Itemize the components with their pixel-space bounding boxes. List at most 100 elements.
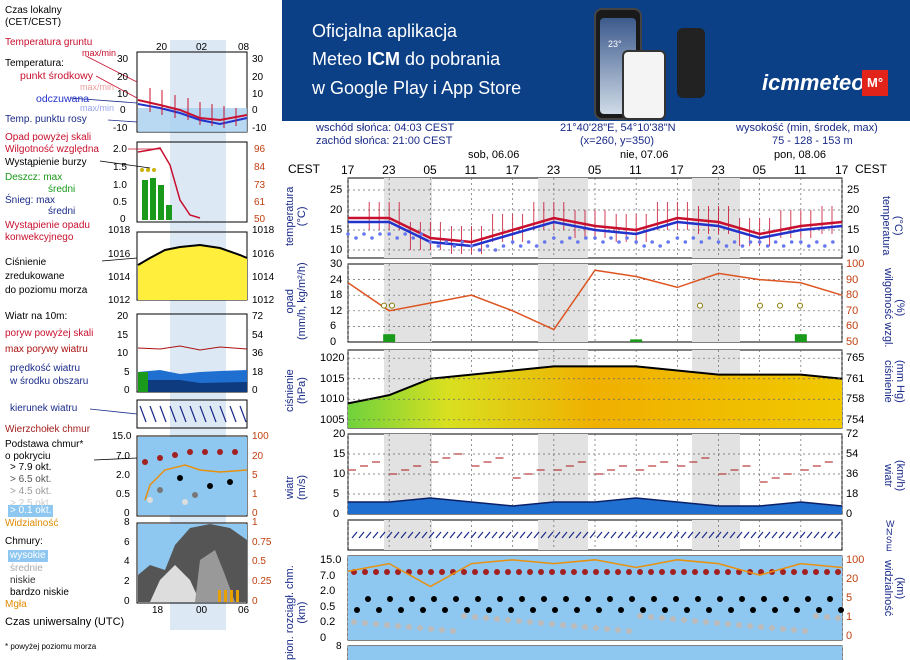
cloud-base-dot: [607, 596, 613, 602]
wind-right-tick: 36: [252, 348, 264, 359]
temp-left-tick: -10: [113, 123, 128, 134]
wind-arrow: [603, 531, 610, 539]
axis-tick-label: 15: [330, 224, 343, 236]
legend-precip-over: Opad powyżej skali: [5, 132, 92, 143]
legend-high: wysokie: [8, 550, 48, 562]
dew-point-dot: [501, 244, 506, 248]
dew-point-dot: [419, 232, 423, 236]
cloud-base-dot: [684, 607, 690, 613]
cloud-top-dot: [362, 569, 368, 575]
dew-point-dot: [773, 240, 778, 244]
hour-tick: 17: [835, 163, 849, 177]
cloud-base-dot: [703, 619, 709, 625]
axis-wind-left: wiatr (m/s): [284, 474, 308, 500]
tz-left: CEST: [288, 162, 321, 176]
wind-left-tick: 10: [117, 348, 129, 359]
legend-visibility: Widzialność: [5, 518, 59, 529]
dew-point-dot: [411, 236, 415, 240]
hour-tick: 05: [423, 163, 437, 177]
axis-tick-label: 20: [330, 204, 343, 216]
cloud-base-dot: [538, 620, 544, 626]
cloud-base-dot: [714, 620, 720, 626]
wind-arrow: [554, 531, 561, 539]
app-banner[interactable]: Oficjalna aplikacja Meteo ICM do pobrani…: [282, 0, 910, 121]
wind-arrow: [806, 531, 813, 539]
hour-tick: 11: [629, 163, 642, 177]
wind-right-tick: 0: [252, 385, 258, 396]
axis-precip-right: (%) wilgotność wzgl.: [882, 268, 906, 348]
dew-point-dot: [346, 232, 350, 236]
legend-precip-occur: Wystąpienie opadu konwekcyjnego: [5, 220, 90, 243]
cloud-base-dot: [695, 596, 701, 602]
wind-arrow: [491, 531, 498, 539]
axis-temp-left: temperatura (°C): [284, 186, 308, 246]
dew-point-dot: [617, 240, 621, 244]
cloud-base-dot: [838, 607, 844, 613]
dew-point-dot: [552, 236, 556, 240]
wind-speed-line: [348, 497, 843, 507]
axis-pressure-left: ciśnienie (hPa): [284, 369, 308, 412]
precip-left-tick: 1.5: [113, 162, 127, 173]
dew-point-dot: [642, 244, 646, 248]
pressure-line: [347, 365, 843, 405]
dew-point-dot: [584, 236, 588, 240]
wind-arrow: [358, 531, 365, 539]
wind-left-tick: 0: [124, 385, 130, 396]
dew-point-dot: [765, 244, 770, 248]
icm-logo: icmmeteo: [762, 70, 865, 95]
banner-line2: Meteo ICM do pobrania: [312, 49, 501, 69]
cloud-base-dot: [629, 596, 635, 602]
dew-point-dot: [815, 240, 819, 244]
storm-marker: [757, 302, 763, 309]
cloud-base-dot: [725, 621, 731, 627]
legend-humidity: Wilgotność względna: [5, 144, 99, 155]
wind-arrow: [610, 531, 617, 539]
axis-tick-label: 30: [330, 258, 343, 270]
dew-point-dot: [518, 244, 523, 248]
axis-tick-label: 1020: [320, 352, 345, 365]
cloud-base-dot: [563, 596, 569, 602]
legend-okt01: > 0.1 okt.: [8, 505, 54, 517]
axis-cloudbase-left: pion. rozciągł. chm. (km): [284, 565, 308, 660]
axis-tick-label: 15.0: [320, 554, 342, 566]
wind-arrow: [771, 531, 778, 539]
cloud-top-dot: [538, 569, 544, 575]
cb-left-tick: 0: [124, 508, 130, 519]
dew-point-dot: [387, 232, 391, 236]
cloud-base-dot: [783, 596, 789, 602]
cloud-base-dot: [527, 619, 533, 625]
hour-tick: 17: [670, 163, 684, 177]
dew-point-dot: [789, 240, 794, 244]
precip-right-tick: 84: [254, 162, 266, 173]
cloud-top-dot: [670, 569, 676, 575]
hour-tick: 17: [341, 163, 355, 177]
cloud-base-dot: [670, 616, 676, 622]
cloud-base-dot: [835, 615, 841, 621]
pressure-right-tick: 1018: [252, 225, 275, 236]
cloud-top-dot: [494, 569, 500, 575]
sunset: zachód słońca: 21:00 CEST: [316, 135, 453, 147]
legend-okt25: > 2.5 okt.: [10, 498, 52, 509]
axis-tick-label: 18: [846, 488, 859, 500]
cloud-base-dot: [728, 607, 734, 613]
phone-temp: 23°: [608, 39, 622, 49]
cloud-base-dot: [637, 613, 643, 619]
legend-clouds: Chmury:: [5, 536, 43, 547]
cloud-base-dot: [626, 628, 632, 634]
cloud-top-dot: [637, 569, 643, 575]
night-band: [538, 264, 588, 342]
cloud-base-dot: [692, 618, 698, 624]
cloud-base-dot: [497, 596, 503, 602]
wind-arrow: [372, 531, 379, 539]
day-label: sob, 06.06: [468, 149, 520, 161]
cloud-top-dot: [505, 569, 511, 575]
legend-okt45: > 4.5 okt.: [10, 486, 52, 497]
dew-point-dot: [658, 244, 662, 248]
axis-tick-label: 15: [847, 224, 860, 236]
wind-arrow: [540, 531, 547, 539]
axis-tick-label: 1015: [320, 372, 345, 385]
dew-point-dot: [469, 244, 474, 248]
wind-right-tick: 54: [252, 330, 264, 341]
axis-tick-label: 25: [330, 184, 343, 196]
cloud-top-dot: [780, 569, 786, 575]
